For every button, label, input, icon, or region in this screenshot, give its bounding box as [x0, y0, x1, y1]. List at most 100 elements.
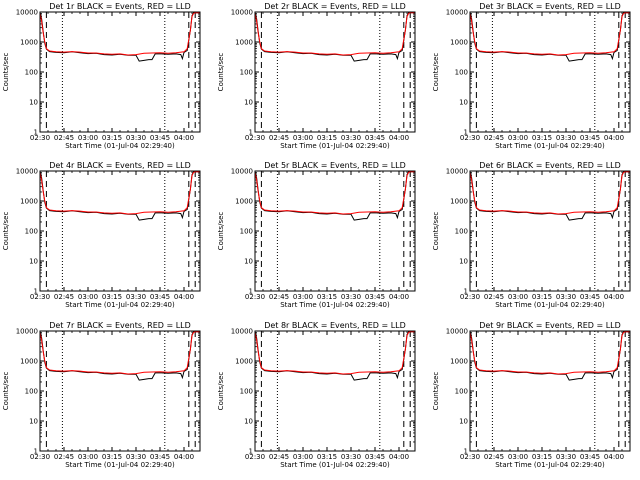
panel-title: Det 9r BLACK = Events, RED = LLD [479, 321, 621, 330]
x-tick-label: 02:30 [245, 453, 265, 461]
x-tick-label: 02:45 [269, 453, 289, 461]
x-tick-label: 04:00 [604, 453, 624, 461]
x-tick-label: 03:45 [150, 134, 170, 142]
y-tick-label: 10 [29, 99, 38, 107]
x-tick-label: 04:00 [174, 453, 194, 461]
y-tick-label: 1 [249, 288, 253, 296]
y-tick-label: 100 [455, 388, 468, 396]
plot-frame [469, 11, 631, 133]
y-tick-label: 10000 [231, 328, 253, 336]
x-tick-label: 03:15 [532, 293, 552, 301]
y-tick-label: 1000 [20, 358, 38, 366]
x-tick-label: 03:15 [532, 134, 552, 142]
y-tick-label: 100 [455, 69, 468, 77]
x-tick-label: 03:00 [78, 134, 98, 142]
x-tick-label: 03:15 [532, 453, 552, 461]
x-tick-label: 02:45 [484, 134, 504, 142]
y-tick-label: 100 [240, 228, 253, 236]
y-tick-label: 100 [240, 69, 253, 77]
y-axis-label: Counts/sec [217, 212, 225, 251]
x-tick-label: 03:30 [341, 453, 361, 461]
panel-title: Det 1r BLACK = Events, RED = LLD [49, 2, 191, 11]
x-axis-label: Start Time (01-Jul-04 02:29:40) [495, 142, 605, 150]
y-axis-label: Counts/sec [217, 372, 225, 411]
plot-frame [39, 330, 201, 452]
x-tick-label: 04:00 [389, 293, 409, 301]
panel-5: Det 5r BLACK = Events, RED = LLD 1 10 100 10… [217, 161, 416, 309]
y-tick-label: 1000 [235, 198, 253, 206]
plot-frame [254, 170, 416, 292]
y-tick-label: 1 [34, 129, 38, 137]
events-series-line [469, 171, 630, 221]
x-tick-label: 03:45 [580, 293, 600, 301]
plot-frame [39, 170, 201, 292]
lld-series-line [469, 331, 630, 375]
y-tick-label: 100 [240, 388, 253, 396]
x-axis-label: Start Time (01-Jul-04 02:29:40) [495, 301, 605, 309]
y-tick-label: 1000 [235, 358, 253, 366]
y-tick-label: 1 [464, 288, 468, 296]
y-tick-label: 10000 [446, 328, 468, 336]
x-tick-label: 03:30 [341, 293, 361, 301]
panel-9: Det 9r BLACK = Events, RED = LLD 1 10 100 10… [432, 321, 631, 469]
x-tick-label: 03:00 [78, 293, 98, 301]
x-tick-label: 02:45 [484, 293, 504, 301]
y-tick-label: 1000 [20, 39, 38, 47]
y-tick-label: 10000 [231, 168, 253, 176]
lld-series-line [254, 12, 415, 56]
x-tick-label: 03:00 [293, 453, 313, 461]
events-series-line [254, 12, 415, 62]
x-tick-label: 03:30 [126, 134, 146, 142]
x-tick-label: 03:00 [293, 293, 313, 301]
x-tick-label: 03:45 [365, 453, 385, 461]
x-tick-label: 04:00 [174, 134, 194, 142]
events-series-line [39, 331, 200, 381]
y-tick-label: 1 [464, 448, 468, 456]
panel-3: Det 3r BLACK = Events, RED = LLD 1 10 100 10… [432, 2, 631, 150]
events-series-line [39, 12, 200, 62]
x-axis-label: Start Time (01-Jul-04 02:29:40) [65, 301, 175, 309]
panel-title: Det 2r BLACK = Events, RED = LLD [264, 2, 406, 11]
plot-frame [469, 330, 631, 452]
y-tick-label: 10000 [446, 9, 468, 17]
x-tick-label: 02:45 [269, 134, 289, 142]
x-tick-label: 02:30 [30, 293, 50, 301]
panel-title: Det 8r BLACK = Events, RED = LLD [264, 321, 406, 330]
y-tick-label: 100 [455, 228, 468, 236]
x-tick-label: 02:30 [460, 134, 480, 142]
y-tick-label: 1 [34, 288, 38, 296]
y-tick-label: 1 [249, 129, 253, 137]
events-series-line [469, 12, 630, 62]
y-tick-label: 10 [459, 418, 468, 426]
y-axis-label: Counts/sec [2, 212, 10, 251]
lld-series-line [469, 12, 630, 56]
x-axis-label: Start Time (01-Jul-04 02:29:40) [280, 142, 390, 150]
events-series-line [254, 331, 415, 381]
y-tick-label: 1 [34, 448, 38, 456]
y-tick-label: 100 [25, 69, 38, 77]
panel-6: Det 6r BLACK = Events, RED = LLD 1 10 100 10… [432, 161, 631, 309]
lld-series-line [39, 331, 200, 375]
lld-series-line [254, 331, 415, 375]
y-tick-label: 1 [249, 448, 253, 456]
x-tick-label: 02:30 [245, 293, 265, 301]
y-axis-label: Counts/sec [432, 53, 440, 92]
y-tick-label: 1000 [20, 198, 38, 206]
x-tick-label: 03:00 [508, 453, 528, 461]
x-tick-label: 03:30 [556, 293, 576, 301]
plot-frame [254, 11, 416, 133]
x-tick-label: 03:45 [150, 293, 170, 301]
plot-frame [469, 170, 631, 292]
y-tick-label: 1000 [235, 39, 253, 47]
y-tick-label: 10 [459, 258, 468, 266]
panel-title: Det 6r BLACK = Events, RED = LLD [479, 161, 621, 170]
x-axis-label: Start Time (01-Jul-04 02:29:40) [65, 142, 175, 150]
plot-frame [39, 11, 201, 133]
y-tick-label: 10000 [231, 9, 253, 17]
y-axis-label: Counts/sec [432, 372, 440, 411]
y-tick-label: 100 [25, 228, 38, 236]
x-tick-label: 04:00 [174, 293, 194, 301]
lld-series-line [39, 12, 200, 56]
y-tick-label: 10 [459, 99, 468, 107]
panel-title: Det 4r BLACK = Events, RED = LLD [49, 161, 191, 170]
